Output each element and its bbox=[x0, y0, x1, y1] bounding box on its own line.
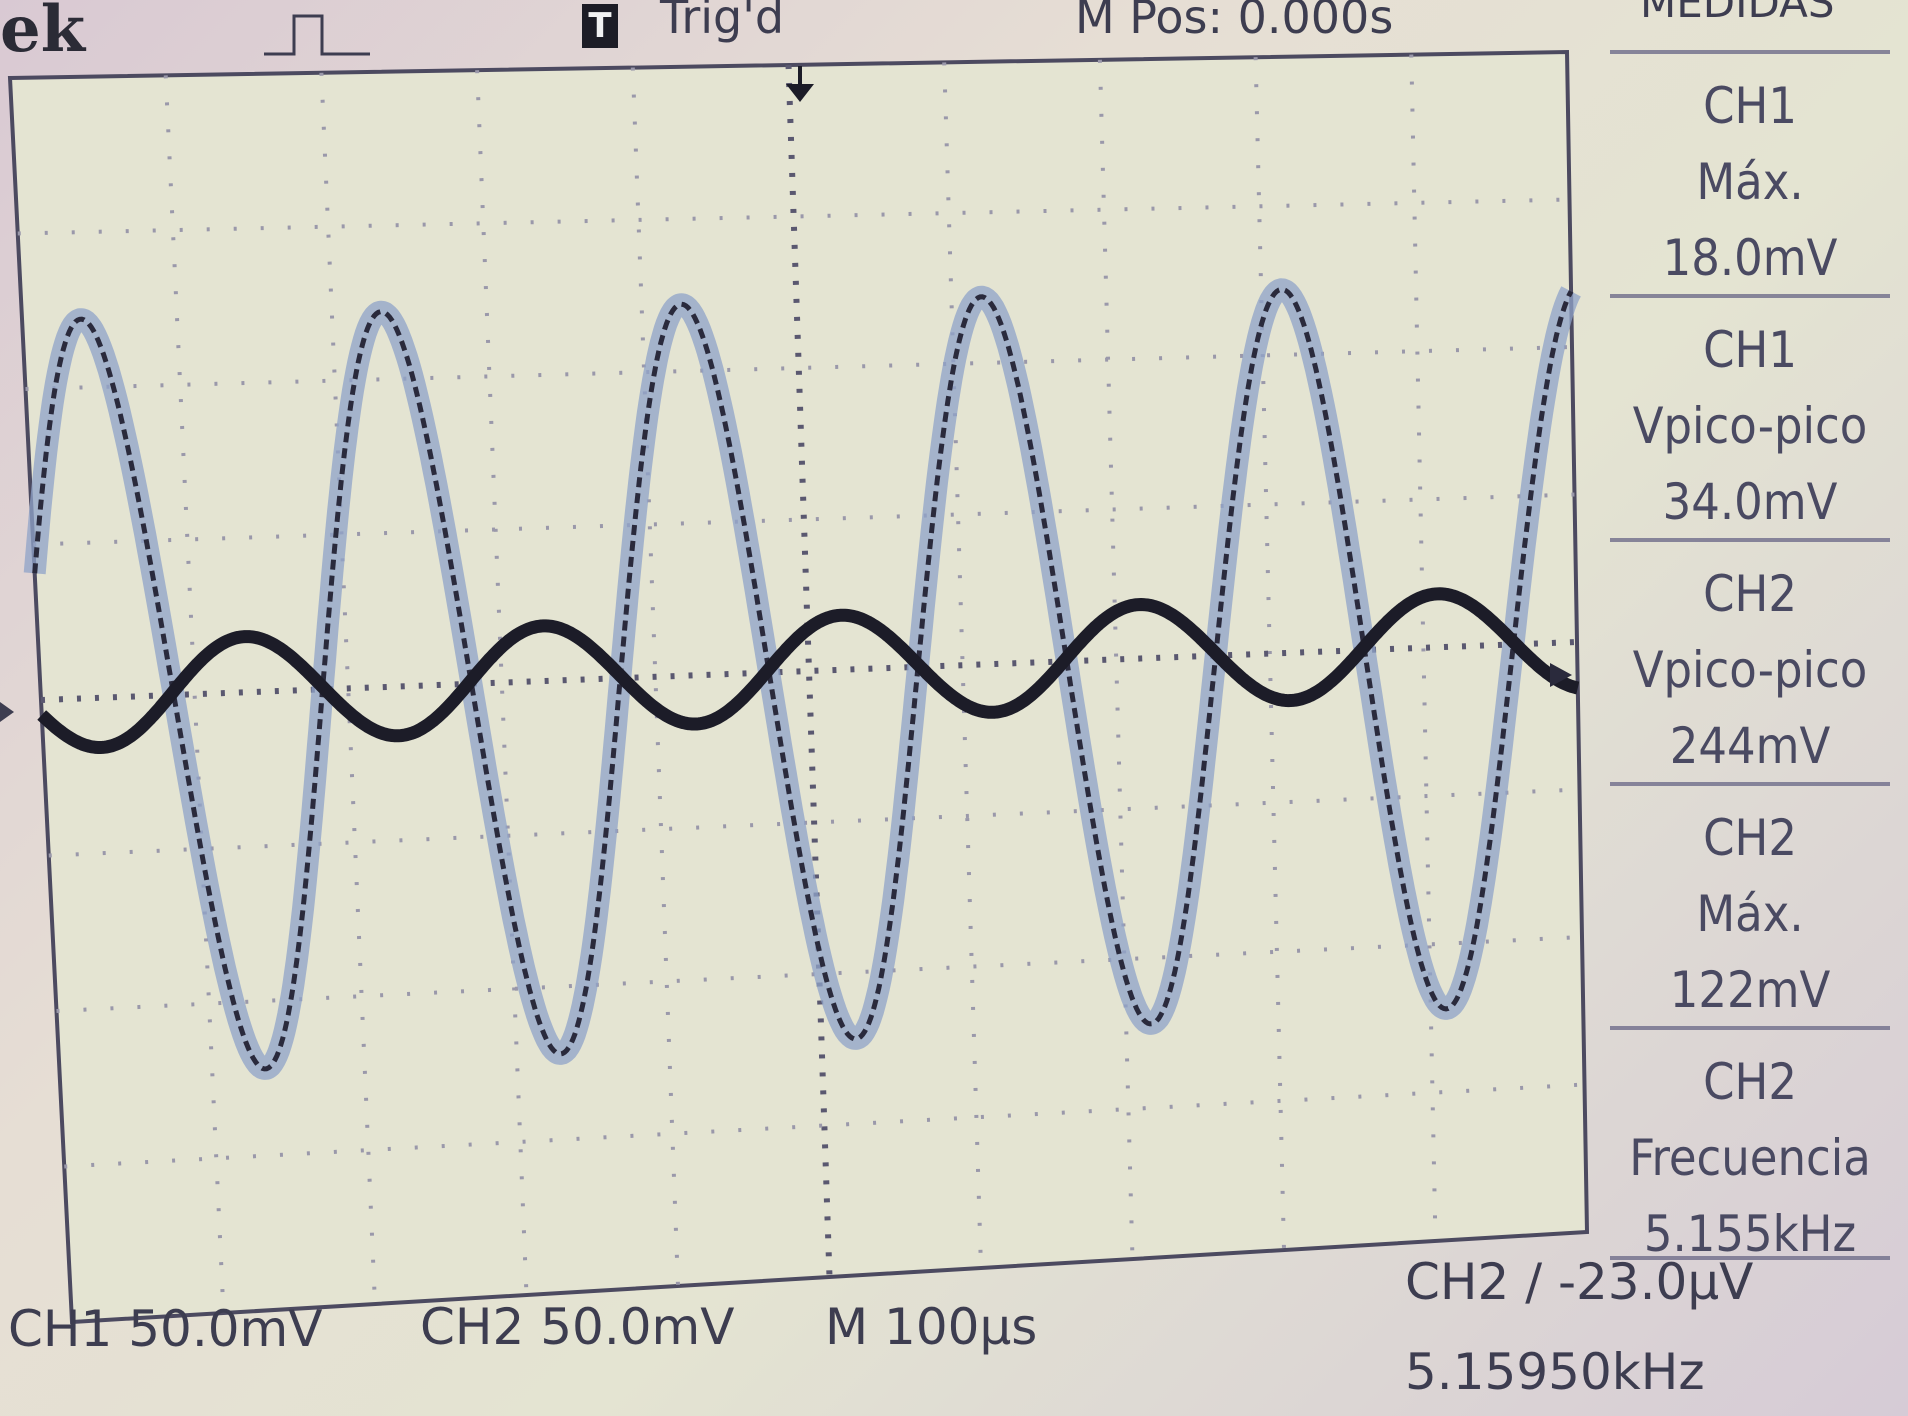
measurement-ch1-vpp[interactable]: CH1 Vpico-pico 34.0mV bbox=[1610, 312, 1890, 540]
trigger-badge: T bbox=[582, 4, 618, 48]
measure-divider bbox=[1610, 1256, 1890, 1260]
measurement-ch2-max[interactable]: CH2 Máx. 122mV bbox=[1610, 800, 1890, 1028]
graticule-grid bbox=[17, 54, 1585, 1314]
horizontal-position-readout: M Pos: 0.000s bbox=[1075, 0, 1394, 44]
graticule-center-vertical bbox=[785, 64, 833, 1278]
measurement-source: CH1 bbox=[1703, 77, 1797, 135]
measurement-panel: CH1 Máx. 18.0mV CH1 Vpico-pico 34.0mV CH… bbox=[1610, 50, 1890, 1263]
waveform-traces bbox=[23, 278, 1583, 1080]
measure-divider bbox=[1610, 782, 1890, 786]
measurement-label: Frecuencia bbox=[1629, 1129, 1871, 1187]
measurement-label: Máx. bbox=[1696, 885, 1804, 943]
measurement-source: CH1 bbox=[1703, 321, 1797, 379]
acquisition-pulse-icon bbox=[264, 14, 370, 56]
measurement-value: 244mV bbox=[1669, 717, 1831, 775]
trigger-status: Trig'd bbox=[660, 0, 785, 44]
graticule-vertical-line bbox=[1097, 59, 1135, 1260]
measurement-value: 5.155kHz bbox=[1643, 1205, 1857, 1263]
trigger-frequency-readout: 5.15950kHz bbox=[1405, 1343, 1705, 1401]
measurement-source: CH2 bbox=[1703, 565, 1797, 623]
measurement-ch2-frequency[interactable]: CH2 Frecuencia 5.155kHz bbox=[1610, 1044, 1890, 1272]
measurement-source: CH2 bbox=[1703, 809, 1797, 867]
graticule-area bbox=[7, 49, 1590, 1325]
trigger-readout: CH2 ∕ -23.0μV bbox=[1405, 1253, 1754, 1311]
graticule-vertical-line bbox=[1253, 57, 1286, 1251]
measurement-value: 122mV bbox=[1669, 961, 1831, 1019]
measurement-ch2-vpp[interactable]: CH2 Vpico-pico 244mV bbox=[1610, 556, 1890, 784]
measure-divider bbox=[1610, 1026, 1890, 1030]
measurement-label: Vpico-pico bbox=[1632, 641, 1868, 699]
brand-logo: ek bbox=[0, 0, 86, 67]
ch1-ground-marker bbox=[0, 702, 14, 722]
timebase-readout: M 100μs bbox=[825, 1298, 1038, 1356]
measurement-source: CH2 bbox=[1703, 1053, 1797, 1111]
measurement-label: Máx. bbox=[1696, 153, 1804, 211]
trigger-position-marker bbox=[786, 84, 814, 102]
measurement-value: 34.0mV bbox=[1662, 473, 1838, 531]
measurement-value: 18.0mV bbox=[1662, 229, 1838, 287]
ch2-trace bbox=[32, 286, 1574, 1072]
ch2-scale-readout: CH2 50.0mV bbox=[420, 1298, 735, 1356]
ch1-scale-readout: CH1 50.0mV bbox=[8, 1300, 323, 1358]
measure-divider bbox=[1610, 50, 1890, 54]
measurement-label: Vpico-pico bbox=[1632, 397, 1868, 455]
graticule-vertical-line bbox=[319, 72, 377, 1305]
ch1-trace bbox=[37, 587, 1583, 754]
trigger-level-marker bbox=[1550, 663, 1572, 687]
graticule-center-horizontal bbox=[40, 639, 1578, 703]
measure-menu-title: MEDIDAS bbox=[1640, 0, 1835, 27]
measure-divider bbox=[1610, 538, 1890, 542]
measurement-ch1-max[interactable]: CH1 Máx. 18.0mV bbox=[1610, 68, 1890, 296]
measure-divider bbox=[1610, 294, 1890, 298]
